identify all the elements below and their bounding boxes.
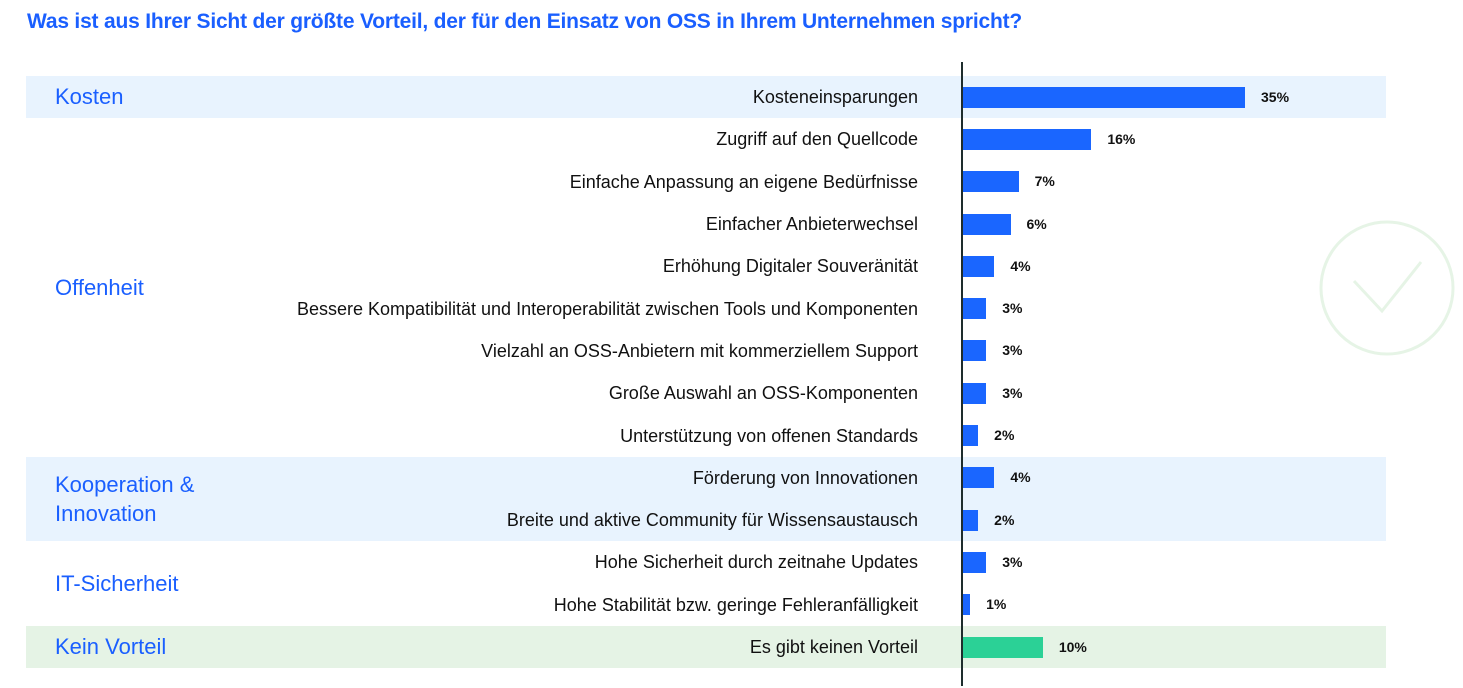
bar — [962, 298, 987, 320]
value-label: 6% — [1026, 215, 1047, 232]
group-label: Kosten — [55, 84, 124, 110]
bar — [962, 551, 987, 573]
value-label: 10% — [1058, 638, 1087, 655]
bar — [962, 213, 1011, 235]
category-label: Einfache Anpassung an eigene Bedürfnisse — [569, 171, 918, 192]
checkmark-circle-icon — [1319, 220, 1455, 356]
category-label: Unterstützung von offenen Standards — [620, 425, 918, 446]
value-label: 2% — [994, 511, 1015, 528]
category-label: Große Auswahl an OSS-Komponenten — [608, 383, 918, 404]
category-label: Bessere Kompatibilität und Interoperabil… — [296, 298, 918, 319]
category-label: Vielzahl an OSS-Anbietern mit kommerziel… — [481, 340, 918, 361]
bar — [962, 467, 995, 489]
bar — [962, 171, 1019, 193]
group-label: IT-Sicherheit — [55, 570, 179, 596]
group-band — [26, 118, 1386, 457]
bar — [962, 636, 1043, 658]
value-label: 7% — [1034, 173, 1055, 190]
category-label: Erhöhung Digitaler Souveränität — [662, 256, 918, 277]
bar — [962, 128, 1092, 150]
category-label: Zugriff auf den Quellcode — [716, 129, 918, 150]
category-label: Es gibt keinen Vorteil — [749, 637, 918, 658]
category-label: Hohe Sicherheit durch zeitnahe Updates — [594, 552, 918, 573]
group-band — [26, 456, 1386, 542]
category-label: Breite und aktive Community für Wissensa… — [506, 510, 918, 531]
bar — [962, 340, 987, 362]
value-label: 35% — [1261, 88, 1290, 105]
category-label: Einfacher Anbieterwechsel — [705, 214, 918, 235]
bar — [962, 425, 979, 447]
chart-title: Was ist aus Ihrer Sicht der größte Vorte… — [27, 10, 1022, 33]
group-band — [26, 625, 1386, 669]
value-label: 16% — [1107, 130, 1136, 147]
category-label: Kosteneinsparungen — [752, 87, 918, 108]
value-label: 3% — [1002, 300, 1023, 317]
bar — [962, 86, 1245, 108]
category-label: Hohe Stabilität bzw. geringe Fehleranfäl… — [553, 594, 918, 615]
value-label: 4% — [1010, 257, 1031, 274]
group-label: Offenheit — [55, 274, 144, 300]
category-label: Förderung von Innovationen — [692, 467, 918, 488]
bar — [962, 255, 995, 277]
y-axis-line — [961, 62, 963, 686]
value-label: 3% — [1002, 553, 1023, 570]
bar — [962, 382, 987, 404]
group-label: Kein Vorteil — [55, 634, 167, 660]
bar — [962, 509, 979, 531]
bar — [962, 594, 971, 616]
group-label: Kooperation & Innovation — [55, 472, 195, 526]
value-label: 2% — [994, 427, 1015, 444]
value-label: 4% — [1010, 469, 1031, 486]
value-label: 3% — [1002, 384, 1023, 401]
value-label: 1% — [986, 596, 1007, 613]
value-label: 3% — [1002, 342, 1023, 359]
group-band — [26, 541, 1386, 626]
